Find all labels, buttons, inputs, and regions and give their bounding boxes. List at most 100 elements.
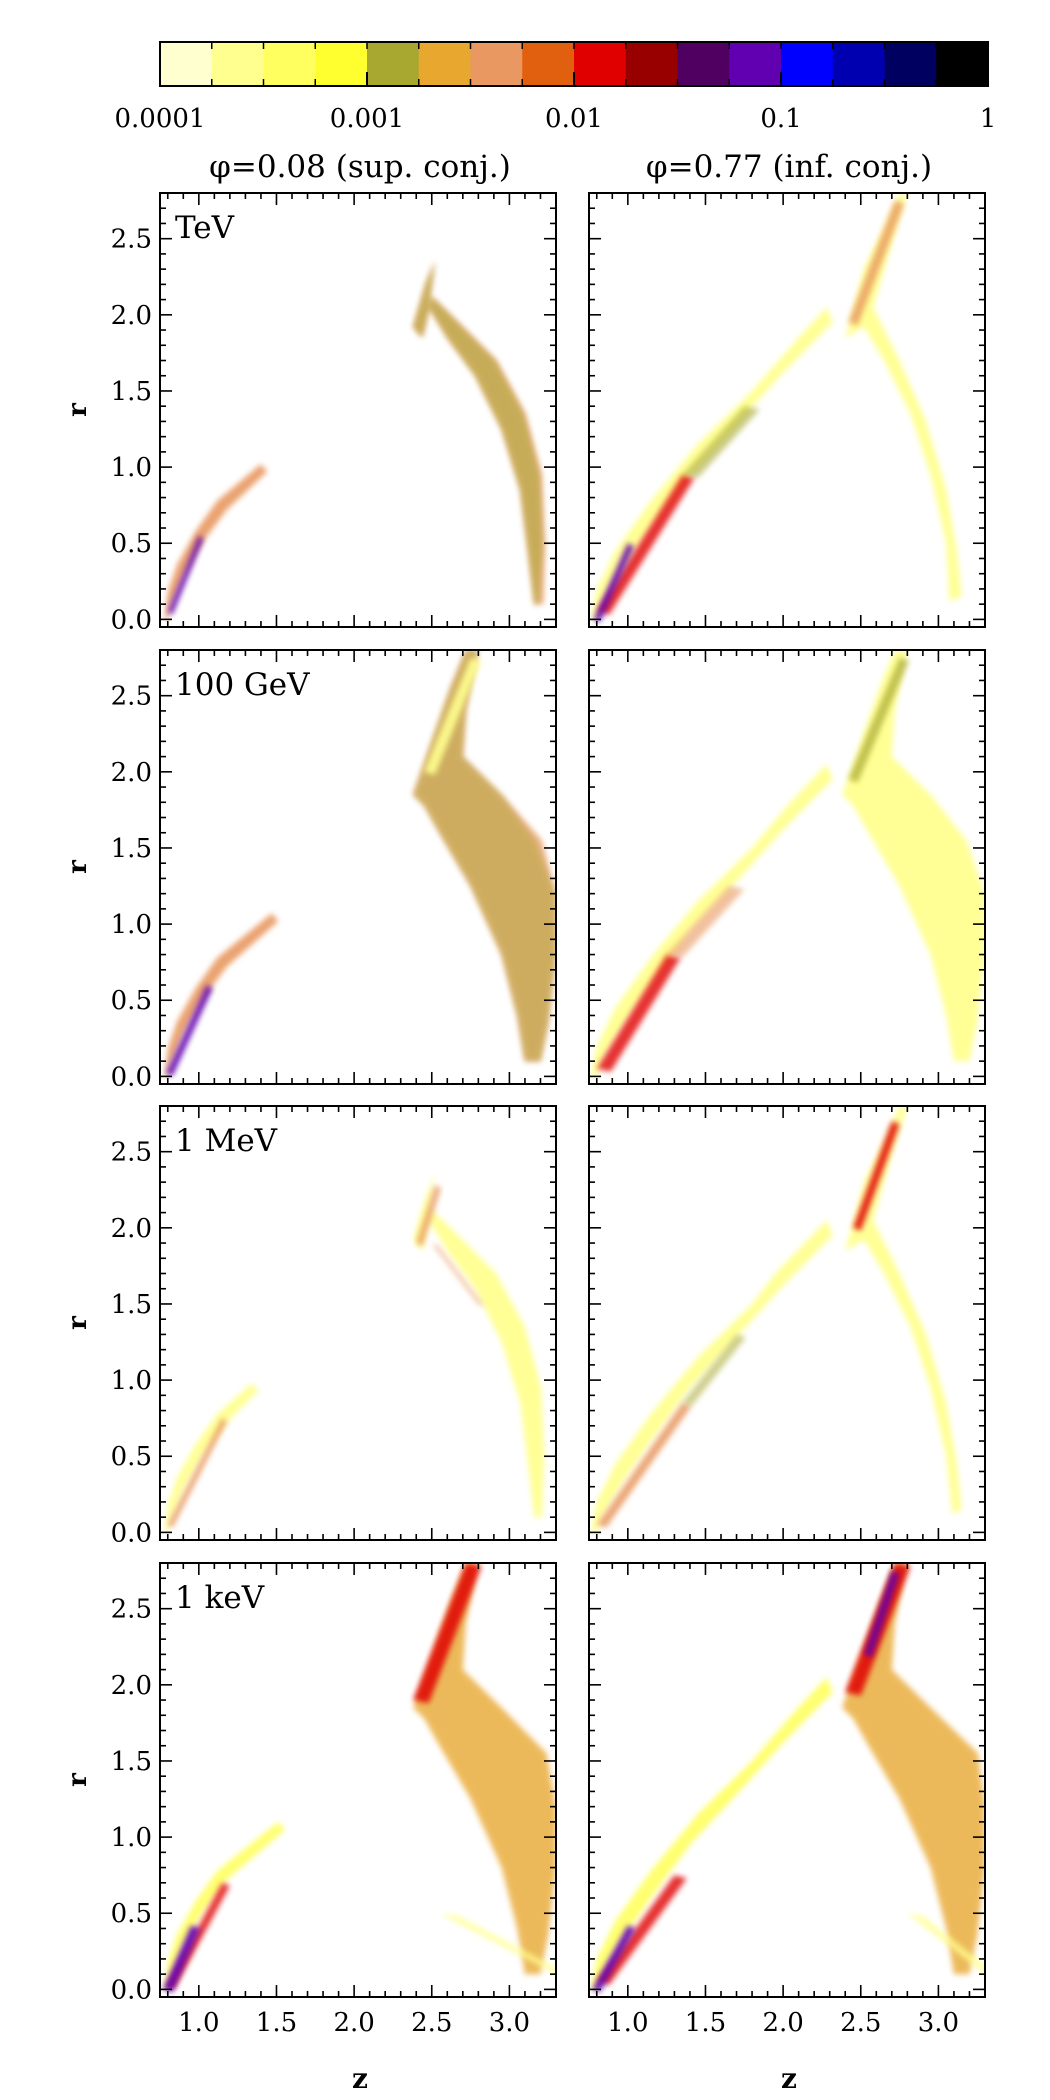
colorbar-tick-label: 0.001 xyxy=(330,104,404,134)
colorbar-swatch-9 xyxy=(625,42,679,86)
emission-region-1 xyxy=(166,985,213,1077)
y-tick-label: 2.0 xyxy=(111,758,152,788)
emission-map xyxy=(163,1563,556,1993)
emission-region-2 xyxy=(592,1925,636,1993)
panel-energy-label: 1 MeV xyxy=(175,1123,278,1159)
panel-frame xyxy=(588,192,986,628)
emission-map xyxy=(590,193,962,623)
x-tick-label: 2.0 xyxy=(762,2008,803,2038)
colorbar-tick-label: 0.01 xyxy=(545,104,603,134)
emission-region-4 xyxy=(413,1563,482,1704)
colorbar-swatch-12 xyxy=(781,42,834,86)
column-titles: φ=0.08 (sup. conj.) φ=0.77 (inf. conj.) xyxy=(209,149,932,185)
x-tick-label: 2.5 xyxy=(840,2008,881,2038)
colorbar-swatch-4 xyxy=(367,42,420,86)
emission-region-2 xyxy=(682,406,760,478)
x-axis-title-right: z xyxy=(781,2062,797,2095)
panel-frame xyxy=(159,1562,557,1998)
emission-region-1 xyxy=(167,1418,227,1528)
emission-region-3 xyxy=(413,1563,556,1975)
emission-region-6 xyxy=(907,1913,985,1975)
x-tick-label: 1.5 xyxy=(256,2008,297,2038)
panel-energy-label: TeV xyxy=(175,210,235,246)
y-tick-label: 0.5 xyxy=(111,986,152,1016)
emission-region-3 xyxy=(413,650,556,1062)
y-tick-label: 0.0 xyxy=(111,605,152,635)
y-axis-title-row-2: r xyxy=(63,860,93,874)
emission-region-4 xyxy=(845,193,962,602)
panel-energy-label: 1 keV xyxy=(175,1580,265,1616)
emission-region-4 xyxy=(853,1121,900,1231)
colorbar-tick-label: 0.0001 xyxy=(115,104,206,134)
colorbar-swatch-6 xyxy=(470,42,523,86)
axis-titles: r r r r z z xyxy=(63,403,797,2095)
y-tick-label: 1.0 xyxy=(111,1366,152,1396)
colorbar-swatches xyxy=(160,42,989,86)
colorbar-swatch-2 xyxy=(263,42,316,86)
emission-region-2 xyxy=(163,1925,201,1993)
emission-map xyxy=(164,261,546,620)
emission-map xyxy=(590,1106,962,1533)
panel-r1-c2 xyxy=(588,192,986,628)
column-title-right: φ=0.77 (inf. conj.) xyxy=(646,149,932,185)
y-axis-title-row-4: r xyxy=(63,1773,93,1787)
y-axis-title-row-3: r xyxy=(63,1316,93,1330)
y-tick-label: 1.0 xyxy=(111,1823,152,1853)
emission-region-0 xyxy=(590,1220,833,1533)
colorbar-swatch-15 xyxy=(936,42,989,86)
emission-region-4 xyxy=(424,657,482,775)
x-tick-label: 2.5 xyxy=(411,2008,452,2038)
y-tick-label: 2.0 xyxy=(111,1671,152,1701)
colorbar-tick-label: 0.1 xyxy=(760,104,801,134)
emission-region-1 xyxy=(596,474,695,615)
emission-region-5 xyxy=(863,1570,900,1658)
panel-frame xyxy=(159,649,557,1085)
colorbar-swatch-14 xyxy=(884,42,937,86)
colorbar-ticks: 0.0001 0.001 0.01 0.1 1 xyxy=(115,42,996,134)
panel-r3-c1: 0.0 0.5 1.0 1.5 2.0 2.5 1 MeV xyxy=(111,1105,557,1548)
x-axis-title-left: z xyxy=(352,2062,368,2095)
emission-map xyxy=(590,650,985,1077)
emission-map xyxy=(590,1563,985,1993)
emission-region-0 xyxy=(164,464,268,620)
panel-r3-c2 xyxy=(588,1105,986,1541)
x-tick-label: 2.0 xyxy=(333,2008,374,2038)
emission-region-0 xyxy=(590,1677,833,1990)
y-tick-label: 2.0 xyxy=(111,301,152,331)
panel-frame xyxy=(159,192,557,628)
emission-region-3 xyxy=(842,650,985,1062)
colorbar: 0.0001 0.001 0.01 0.1 1 xyxy=(115,41,996,134)
y-tick-label: 1.5 xyxy=(111,834,152,864)
y-tick-label: 2.5 xyxy=(111,1595,152,1625)
colorbar-swatch-0 xyxy=(160,42,213,86)
emission-region-2 xyxy=(666,886,745,958)
emission-region-3 xyxy=(593,543,634,623)
colorbar-swatch-13 xyxy=(832,42,886,86)
emission-region-3 xyxy=(416,1185,442,1247)
emission-region-3 xyxy=(845,1106,962,1515)
colorbar-swatch-7 xyxy=(522,42,575,86)
emission-region-2 xyxy=(413,1174,545,1518)
y-tick-label: 2.5 xyxy=(111,682,152,712)
emission-map xyxy=(164,650,556,1077)
colorbar-swatch-10 xyxy=(677,42,730,86)
emission-region-0 xyxy=(164,1821,285,1990)
y-tick-label: 1.5 xyxy=(111,377,152,407)
colorbar-swatch-1 xyxy=(211,42,265,86)
emission-map xyxy=(164,1174,545,1533)
panel-frame xyxy=(588,1562,986,1998)
panel-frame xyxy=(588,649,986,1085)
y-tick-label: 0.0 xyxy=(111,1518,152,1548)
colorbar-swatch-3 xyxy=(315,42,368,86)
emission-region-4 xyxy=(848,657,909,783)
emission-region-0 xyxy=(164,1383,259,1533)
y-tick-label: 1.0 xyxy=(111,453,152,483)
y-tick-label: 1.5 xyxy=(111,1290,152,1320)
y-tick-label: 0.5 xyxy=(111,529,152,559)
y-axis-title-row-1: r xyxy=(63,403,93,417)
panel-r1-c1: 0.0 0.5 1.0 1.5 2.0 2.5 TeV xyxy=(111,192,557,635)
y-tick-label: 2.5 xyxy=(111,225,152,255)
emission-region-1 xyxy=(167,535,204,615)
colorbar-swatch-11 xyxy=(729,42,782,86)
